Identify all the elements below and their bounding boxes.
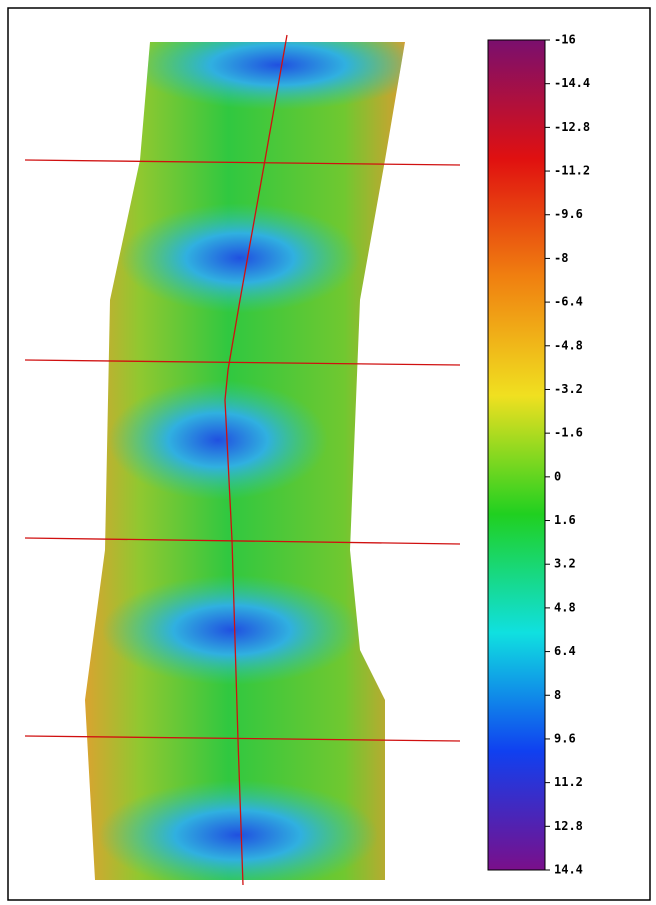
tick-label: -12.8: [554, 120, 590, 134]
tick-label: 9.6: [554, 731, 576, 745]
tick-label: -1.6: [554, 426, 583, 440]
section-line: [24, 537, 461, 545]
tick-label: 3.2: [554, 557, 576, 571]
tick-label: 1.6: [554, 513, 576, 527]
blob: [120, 203, 360, 313]
tick-label: -11.2: [554, 164, 590, 178]
blob: [128, 42, 405, 110]
center-line: [224, 34, 288, 886]
tick-label: 8: [554, 688, 561, 702]
tick-label: 11.2: [554, 775, 583, 789]
tick-label: -4.8: [554, 338, 583, 352]
tick-label: 0: [554, 469, 561, 483]
tick-label: -3.2: [554, 382, 583, 396]
colorbar-ticks: -16 -14.4 -12.8 -11.2 -9.6 -8 -6.4 -4.8 -3.2 -1.6…: [545, 33, 590, 877]
section-lines: [24, 34, 461, 886]
tick-label: -9.6: [554, 207, 583, 221]
blob: [98, 780, 378, 880]
section-line: [24, 359, 461, 366]
blob: [108, 380, 328, 500]
colorbar: [487, 39, 546, 871]
tick-label: -16: [554, 33, 576, 47]
tick-label: -6.4: [554, 295, 583, 309]
tick-label: -14.4: [554, 76, 590, 90]
section-line: [24, 159, 461, 166]
section-line: [24, 735, 461, 742]
tick-label: 4.8: [554, 600, 576, 614]
tick-label: 14.4: [554, 863, 583, 877]
tick-label: 6.4: [554, 644, 576, 658]
deformation-map: [85, 42, 405, 880]
frame: [7, 7, 651, 901]
tick-label: -8: [554, 251, 568, 265]
tick-label: 12.8: [554, 819, 583, 833]
blob: [102, 575, 362, 685]
